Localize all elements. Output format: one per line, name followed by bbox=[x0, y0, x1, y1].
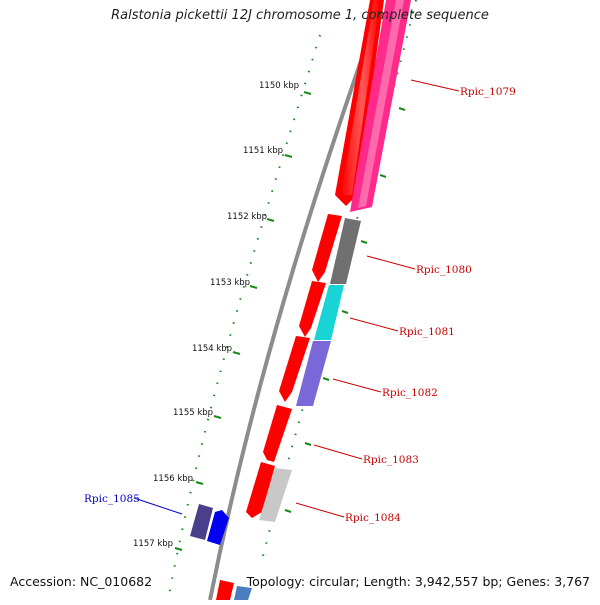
inner-gene-track bbox=[216, 0, 384, 600]
gene-Rpic_1080[interactable] bbox=[330, 218, 361, 284]
tick-1154: 1154 kbp bbox=[192, 344, 241, 355]
gene-labels: Rpic_1079 Rpic_1080 Rpic_1081 Rpic_1082 … bbox=[84, 86, 516, 524]
tick-1152: 1152 kbp bbox=[227, 212, 275, 222]
tick-label: 1150 kbp bbox=[259, 81, 299, 91]
gene-label-Rpic_1084[interactable]: Rpic_1084 bbox=[345, 512, 401, 524]
tick-group: 1150 kbp 1151 kbp 1152 kbp 1153 kbp 1154… bbox=[133, 81, 406, 551]
gene-label-Rpic_1081[interactable]: Rpic_1081 bbox=[399, 326, 455, 338]
gene-Rpic_1082[interactable] bbox=[296, 341, 331, 406]
inner-tick-track bbox=[167, 34, 321, 601]
accession-label: Accession: NC_010682 bbox=[10, 574, 153, 589]
tick-label: 1155 kbp bbox=[173, 408, 213, 418]
gene-blue-bottom[interactable] bbox=[234, 586, 252, 600]
gene-Rpic_1085[interactable] bbox=[190, 504, 213, 540]
gene-label-Rpic_1079[interactable]: Rpic_1079 bbox=[460, 86, 516, 98]
gene-arrow[interactable] bbox=[341, 0, 380, 195]
outer-gene-track bbox=[234, 0, 411, 600]
gene-arrow[interactable] bbox=[299, 281, 326, 337]
tick-label: 1152 kbp bbox=[227, 212, 267, 222]
leader-lines bbox=[133, 79, 460, 518]
gene-label-Rpic_1085[interactable]: Rpic_1085 bbox=[84, 493, 140, 505]
tick-1156: 1156 kbp bbox=[153, 474, 204, 485]
tick-1155: 1155 kbp bbox=[173, 408, 222, 419]
gene-arrow[interactable] bbox=[246, 462, 275, 518]
gene-arrow[interactable] bbox=[312, 214, 342, 282]
tick-1157: 1157 kbp bbox=[133, 539, 183, 551]
gene-Rpic_1085-group bbox=[190, 504, 229, 545]
tick-1153: 1153 kbp bbox=[210, 278, 258, 289]
tick-label: 1154 kbp bbox=[192, 344, 232, 354]
gene-label-Rpic_1080[interactable]: Rpic_1080 bbox=[416, 264, 472, 276]
tick-1151: 1151 kbp bbox=[243, 146, 293, 158]
tick-1150: 1150 kbp bbox=[259, 81, 312, 95]
tick-label: 1156 kbp bbox=[153, 474, 193, 484]
gene-arrow[interactable] bbox=[279, 336, 310, 402]
tick-label: 1157 kbp bbox=[133, 539, 173, 549]
gene-label-Rpic_1083[interactable]: Rpic_1083 bbox=[363, 454, 419, 466]
map-title: Ralstonia pickettii 12J chromosome 1, co… bbox=[111, 8, 489, 23]
gene-Rpic_1079[interactable] bbox=[350, 0, 411, 212]
gene-blue-arrow[interactable] bbox=[207, 510, 229, 545]
gene-Rpic_1084[interactable] bbox=[259, 468, 292, 522]
outer-tick-track bbox=[261, 0, 417, 561]
tick-label: 1153 kbp bbox=[210, 278, 250, 288]
gene-arrow[interactable] bbox=[216, 580, 234, 600]
gene-arrow[interactable] bbox=[263, 405, 292, 462]
gene-Rpic_1081[interactable] bbox=[314, 285, 344, 340]
topology-label: Topology: circular; Length: 3,942,557 bp… bbox=[246, 574, 590, 589]
gene-label-Rpic_1082[interactable]: Rpic_1082 bbox=[382, 387, 438, 399]
tick-label: 1151 kbp bbox=[243, 146, 283, 156]
